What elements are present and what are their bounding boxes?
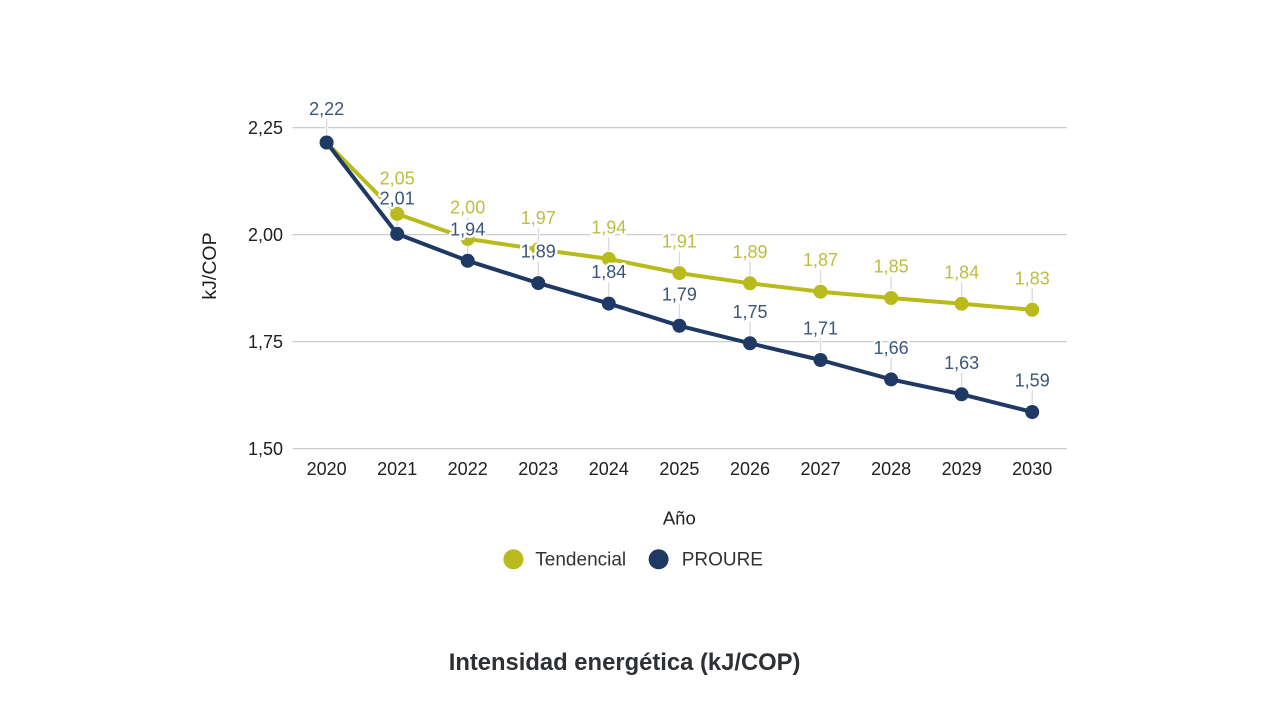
svg-text:PROURE: PROURE xyxy=(682,549,763,570)
svg-text:1,89: 1,89 xyxy=(521,242,556,262)
svg-text:1,59: 1,59 xyxy=(1015,371,1050,391)
svg-text:1,66: 1,66 xyxy=(874,338,909,358)
svg-text:2020: 2020 xyxy=(307,459,347,479)
svg-text:1,84: 1,84 xyxy=(591,262,626,282)
svg-text:1,91: 1,91 xyxy=(662,232,697,252)
svg-text:2,00: 2,00 xyxy=(248,225,283,245)
svg-text:2022: 2022 xyxy=(448,459,488,479)
svg-text:1,84: 1,84 xyxy=(944,262,979,282)
svg-text:1,75: 1,75 xyxy=(732,302,767,322)
svg-text:2027: 2027 xyxy=(800,459,840,479)
svg-text:Tendencial: Tendencial xyxy=(535,549,626,570)
svg-text:2021: 2021 xyxy=(377,459,417,479)
svg-text:1,94: 1,94 xyxy=(591,217,626,237)
svg-text:1,83: 1,83 xyxy=(1015,268,1050,288)
svg-text:1,63: 1,63 xyxy=(944,353,979,373)
svg-text:1,79: 1,79 xyxy=(662,284,697,304)
svg-text:kJ/COP: kJ/COP xyxy=(199,232,221,299)
svg-text:2030: 2030 xyxy=(1012,459,1052,479)
svg-text:1,87: 1,87 xyxy=(803,250,838,270)
svg-text:2,00: 2,00 xyxy=(450,197,485,217)
svg-text:1,75: 1,75 xyxy=(248,332,283,352)
svg-text:Año: Año xyxy=(663,508,696,529)
svg-text:1,71: 1,71 xyxy=(803,319,838,339)
svg-text:2023: 2023 xyxy=(518,459,558,479)
svg-text:2025: 2025 xyxy=(659,459,699,479)
svg-text:Intensidad energética (kJ/COP): Intensidad energética (kJ/COP) xyxy=(449,649,801,676)
svg-text:1,85: 1,85 xyxy=(874,257,909,277)
svg-text:2028: 2028 xyxy=(871,459,911,479)
svg-text:1,94: 1,94 xyxy=(450,219,485,239)
svg-text:1,97: 1,97 xyxy=(521,208,556,228)
svg-text:2,22: 2,22 xyxy=(309,99,344,119)
svg-text:2,25: 2,25 xyxy=(248,118,283,138)
svg-text:2,01: 2,01 xyxy=(380,188,415,208)
svg-text:2026: 2026 xyxy=(730,459,770,479)
svg-text:2024: 2024 xyxy=(589,459,629,479)
svg-text:1,89: 1,89 xyxy=(732,242,767,262)
svg-text:2,05: 2,05 xyxy=(380,168,415,188)
svg-text:1,50: 1,50 xyxy=(248,439,283,459)
svg-text:2029: 2029 xyxy=(942,459,982,479)
